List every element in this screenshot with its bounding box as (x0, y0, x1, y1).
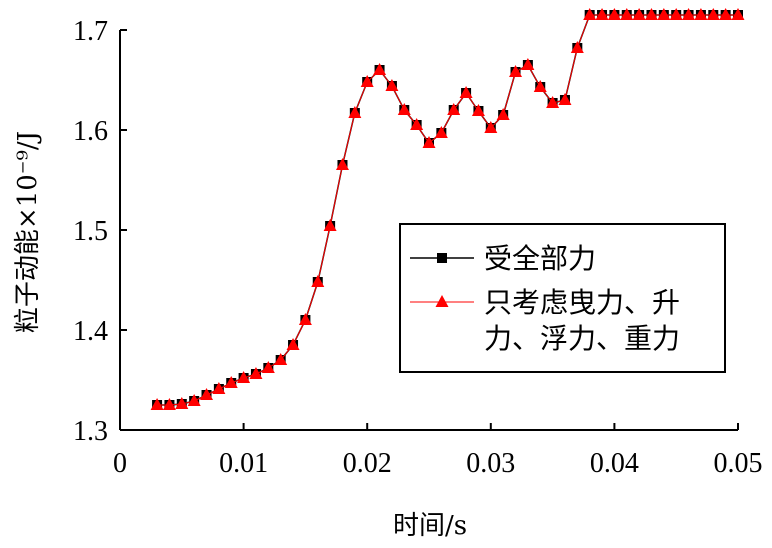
data-point-triangle (397, 103, 411, 115)
data-point-triangle (644, 8, 658, 20)
data-point-triangle (694, 8, 708, 20)
data-point-triangle (200, 388, 214, 400)
legend-box (399, 223, 726, 373)
legend-item-2: 只考虑曳力、升力、浮力、重力 (410, 286, 680, 355)
y-axis-ticks: 1.3 1.4 1.5 1.6 1.7 (73, 16, 127, 447)
data-point-triangle (607, 8, 621, 20)
data-point-triangle (274, 353, 288, 365)
data-point-triangle (237, 371, 251, 383)
data-point-triangle (298, 313, 312, 325)
legend-marker-square (437, 253, 447, 263)
x-tick-label: 0.02 (343, 448, 392, 479)
legend-marker-triangle (435, 295, 449, 307)
series-2 (150, 8, 745, 410)
data-point-triangle (360, 75, 374, 87)
data-point-triangle (706, 8, 720, 20)
data-point-triangle (669, 8, 683, 20)
data-point-triangle (521, 58, 535, 70)
data-point-triangle (459, 86, 473, 98)
data-point-triangle (373, 63, 387, 75)
data-point-triangle (583, 8, 597, 20)
legend-item-1: 受全部力 (410, 242, 596, 275)
data-point-triangle (558, 93, 572, 105)
data-point-triangle (570, 41, 584, 53)
data-point-triangle (422, 136, 436, 148)
legend-label-line: 力、浮力、重力 (484, 322, 680, 355)
data-point-triangle (731, 8, 745, 20)
data-point-triangle (335, 158, 349, 170)
data-point-triangle (620, 8, 634, 20)
data-point-triangle (212, 382, 226, 394)
data-point-triangle (471, 104, 485, 116)
y-tick-label: 1.3 (73, 416, 108, 447)
legend-label: 受全部力 (484, 242, 596, 275)
data-point-triangle (533, 80, 547, 92)
data-point-triangle (385, 79, 399, 91)
data-point-triangle (484, 121, 498, 133)
data-point-triangle (595, 8, 609, 20)
data-point-triangle (224, 376, 238, 388)
y-tick-label: 1.7 (73, 16, 108, 47)
data-point-triangle (496, 108, 510, 120)
x-tick-label: 0.04 (590, 448, 639, 479)
y-tick-label: 1.5 (73, 216, 108, 247)
data-point-triangle (162, 398, 176, 410)
data-point-triangle (150, 398, 164, 410)
y-axis-title: 粒子动能×10⁻⁹/J (13, 131, 43, 333)
data-point-triangle (682, 8, 696, 20)
x-tick-label: 0 (113, 448, 127, 479)
y-tick-label: 1.4 (73, 316, 108, 347)
x-axis-ticks: 0 0.01 0.02 0.03 0.04 0.05 (113, 423, 763, 479)
x-tick-label: 0.03 (466, 448, 515, 479)
data-point-triangle (546, 96, 560, 108)
data-point-triangle (632, 8, 646, 20)
y-tick-label: 1.6 (73, 116, 108, 147)
data-point-triangle (509, 65, 523, 77)
data-point-triangle (447, 103, 461, 115)
data-point-triangle (175, 397, 189, 409)
x-axis-title: 时间/s (393, 511, 467, 541)
data-point-triangle (286, 338, 300, 350)
series-layer (150, 8, 745, 410)
data-point-triangle (719, 8, 733, 20)
data-point-triangle (311, 275, 325, 287)
data-point-triangle (323, 219, 337, 231)
data-point-triangle (187, 394, 201, 406)
x-tick-label: 0.05 (714, 448, 763, 479)
x-tick-label: 0.01 (219, 448, 268, 479)
data-point-triangle (434, 126, 448, 138)
data-point-triangle (348, 106, 362, 118)
data-point-triangle (249, 367, 263, 379)
data-point-triangle (410, 118, 424, 130)
data-point-triangle (657, 8, 671, 20)
data-point-triangle (261, 361, 275, 373)
legend-label-line: 只考虑曳力、升 (484, 286, 680, 319)
